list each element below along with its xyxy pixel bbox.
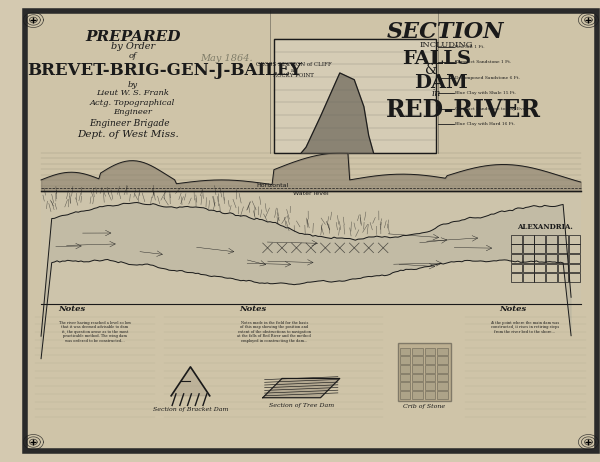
Bar xyxy=(425,391,435,399)
Text: DAM: DAM xyxy=(414,73,468,91)
Bar xyxy=(437,356,448,364)
Bar xyxy=(400,382,410,390)
Text: Compact Sandstone to Day Eve.: Compact Sandstone to Day Eve. xyxy=(455,107,527,110)
Text: Horizontal: Horizontal xyxy=(256,183,289,188)
Text: Actg. Topographical: Actg. Topographical xyxy=(90,99,175,107)
Bar xyxy=(412,356,422,364)
Text: Decomposed Sandstone 6 Ft.: Decomposed Sandstone 6 Ft. xyxy=(455,76,520,80)
Bar xyxy=(412,347,422,355)
Bar xyxy=(535,235,545,243)
Bar xyxy=(425,382,435,390)
Text: Notes: Notes xyxy=(500,305,527,313)
Bar xyxy=(535,264,545,273)
Bar xyxy=(425,374,435,381)
Bar xyxy=(511,274,522,282)
Text: May 1864.: May 1864. xyxy=(200,54,253,63)
Polygon shape xyxy=(171,367,210,396)
Bar xyxy=(569,274,580,282)
Text: PREPARED: PREPARED xyxy=(85,30,181,44)
Bar xyxy=(569,264,580,273)
Bar xyxy=(274,39,436,153)
Text: &: & xyxy=(425,63,437,77)
Text: INCLUDING: INCLUDING xyxy=(419,41,473,49)
Text: Notes: Notes xyxy=(239,305,266,313)
Polygon shape xyxy=(301,73,374,153)
Bar xyxy=(546,244,557,253)
Text: Notes: Notes xyxy=(58,305,86,313)
Bar xyxy=(511,235,522,243)
Bar xyxy=(523,235,533,243)
Bar xyxy=(437,382,448,390)
Bar xyxy=(425,356,435,364)
Bar xyxy=(412,365,422,373)
Bar xyxy=(437,365,448,373)
Text: BREVET-BRIG-GEN-J-BAILEY: BREVET-BRIG-GEN-J-BAILEY xyxy=(27,61,302,79)
Polygon shape xyxy=(263,378,340,398)
Text: Blue Clay with Hard 16 Ft.: Blue Clay with Hard 16 Ft. xyxy=(455,122,515,126)
Text: Crib of Stone: Crib of Stone xyxy=(403,404,445,409)
Text: Section of Tree Dam: Section of Tree Dam xyxy=(269,403,334,408)
Bar xyxy=(569,244,580,253)
Bar xyxy=(511,244,522,253)
Text: Compact Sandstone 1 Ft.: Compact Sandstone 1 Ft. xyxy=(455,61,512,64)
Text: The river having reached a level so low
that it was deemed advisable to dam
it, : The river having reached a level so low … xyxy=(59,321,131,343)
Text: by Order: by Order xyxy=(110,43,155,51)
Bar xyxy=(400,391,410,399)
Bar xyxy=(412,374,422,381)
Bar xyxy=(523,274,533,282)
Bar xyxy=(425,365,435,373)
Text: in: in xyxy=(431,89,441,97)
Text: SECTION: SECTION xyxy=(387,21,505,43)
Text: FALLS: FALLS xyxy=(401,49,470,67)
Bar xyxy=(400,356,410,364)
Text: Blue Clay with Shale 15 Ft.: Blue Clay with Shale 15 Ft. xyxy=(455,91,517,95)
Bar xyxy=(400,365,410,373)
Text: Engineer: Engineer xyxy=(113,109,152,116)
Bar xyxy=(400,347,410,355)
Bar xyxy=(546,274,557,282)
Text: Water level: Water level xyxy=(293,191,329,196)
Bar xyxy=(41,191,581,304)
Text: Dept. of West Miss.: Dept. of West Miss. xyxy=(77,130,179,139)
Text: of: of xyxy=(128,52,137,60)
Text: Notes made in the field for the basis
of this map showing the position and
exten: Notes made in the field for the basis of… xyxy=(238,321,311,343)
Bar xyxy=(535,244,545,253)
Bar xyxy=(535,274,545,282)
Bar xyxy=(546,235,557,243)
Bar xyxy=(523,264,533,273)
Text: Red Silt 1 Ft.: Red Silt 1 Ft. xyxy=(455,45,485,49)
Bar xyxy=(557,235,568,243)
Bar xyxy=(437,391,448,399)
Text: by: by xyxy=(128,80,137,89)
Text: RED-RIVER: RED-RIVER xyxy=(386,97,541,122)
Bar xyxy=(546,264,557,273)
Bar xyxy=(412,382,422,390)
Text: Lieut W. S. Frank: Lieut W. S. Frank xyxy=(96,89,169,97)
Bar xyxy=(535,254,545,263)
Bar xyxy=(400,374,410,381)
Text: Engineer Brigade: Engineer Brigade xyxy=(89,119,170,128)
Bar xyxy=(557,274,568,282)
Bar xyxy=(546,254,557,263)
Text: Section of Bracket Dam: Section of Bracket Dam xyxy=(153,407,228,412)
Bar xyxy=(557,244,568,253)
Bar xyxy=(523,254,533,263)
Bar xyxy=(523,244,533,253)
Polygon shape xyxy=(41,202,571,359)
Bar xyxy=(398,343,451,401)
Bar xyxy=(557,254,568,263)
Bar xyxy=(437,374,448,381)
Bar xyxy=(425,347,435,355)
Bar xyxy=(569,235,580,243)
Text: ALEXANDRIA.: ALEXANDRIA. xyxy=(517,223,573,231)
Text: CROSS SECTION of CLIFF
at
ROCKY POINT: CROSS SECTION of CLIFF at ROCKY POINT xyxy=(256,62,331,79)
Text: At the point where the main dam was
constructed, it rises in retiring steps
from: At the point where the main dam was cons… xyxy=(490,321,559,334)
Bar xyxy=(511,264,522,273)
Bar xyxy=(412,391,422,399)
Bar xyxy=(557,264,568,273)
Bar xyxy=(511,254,522,263)
Bar xyxy=(569,254,580,263)
Bar xyxy=(437,347,448,355)
